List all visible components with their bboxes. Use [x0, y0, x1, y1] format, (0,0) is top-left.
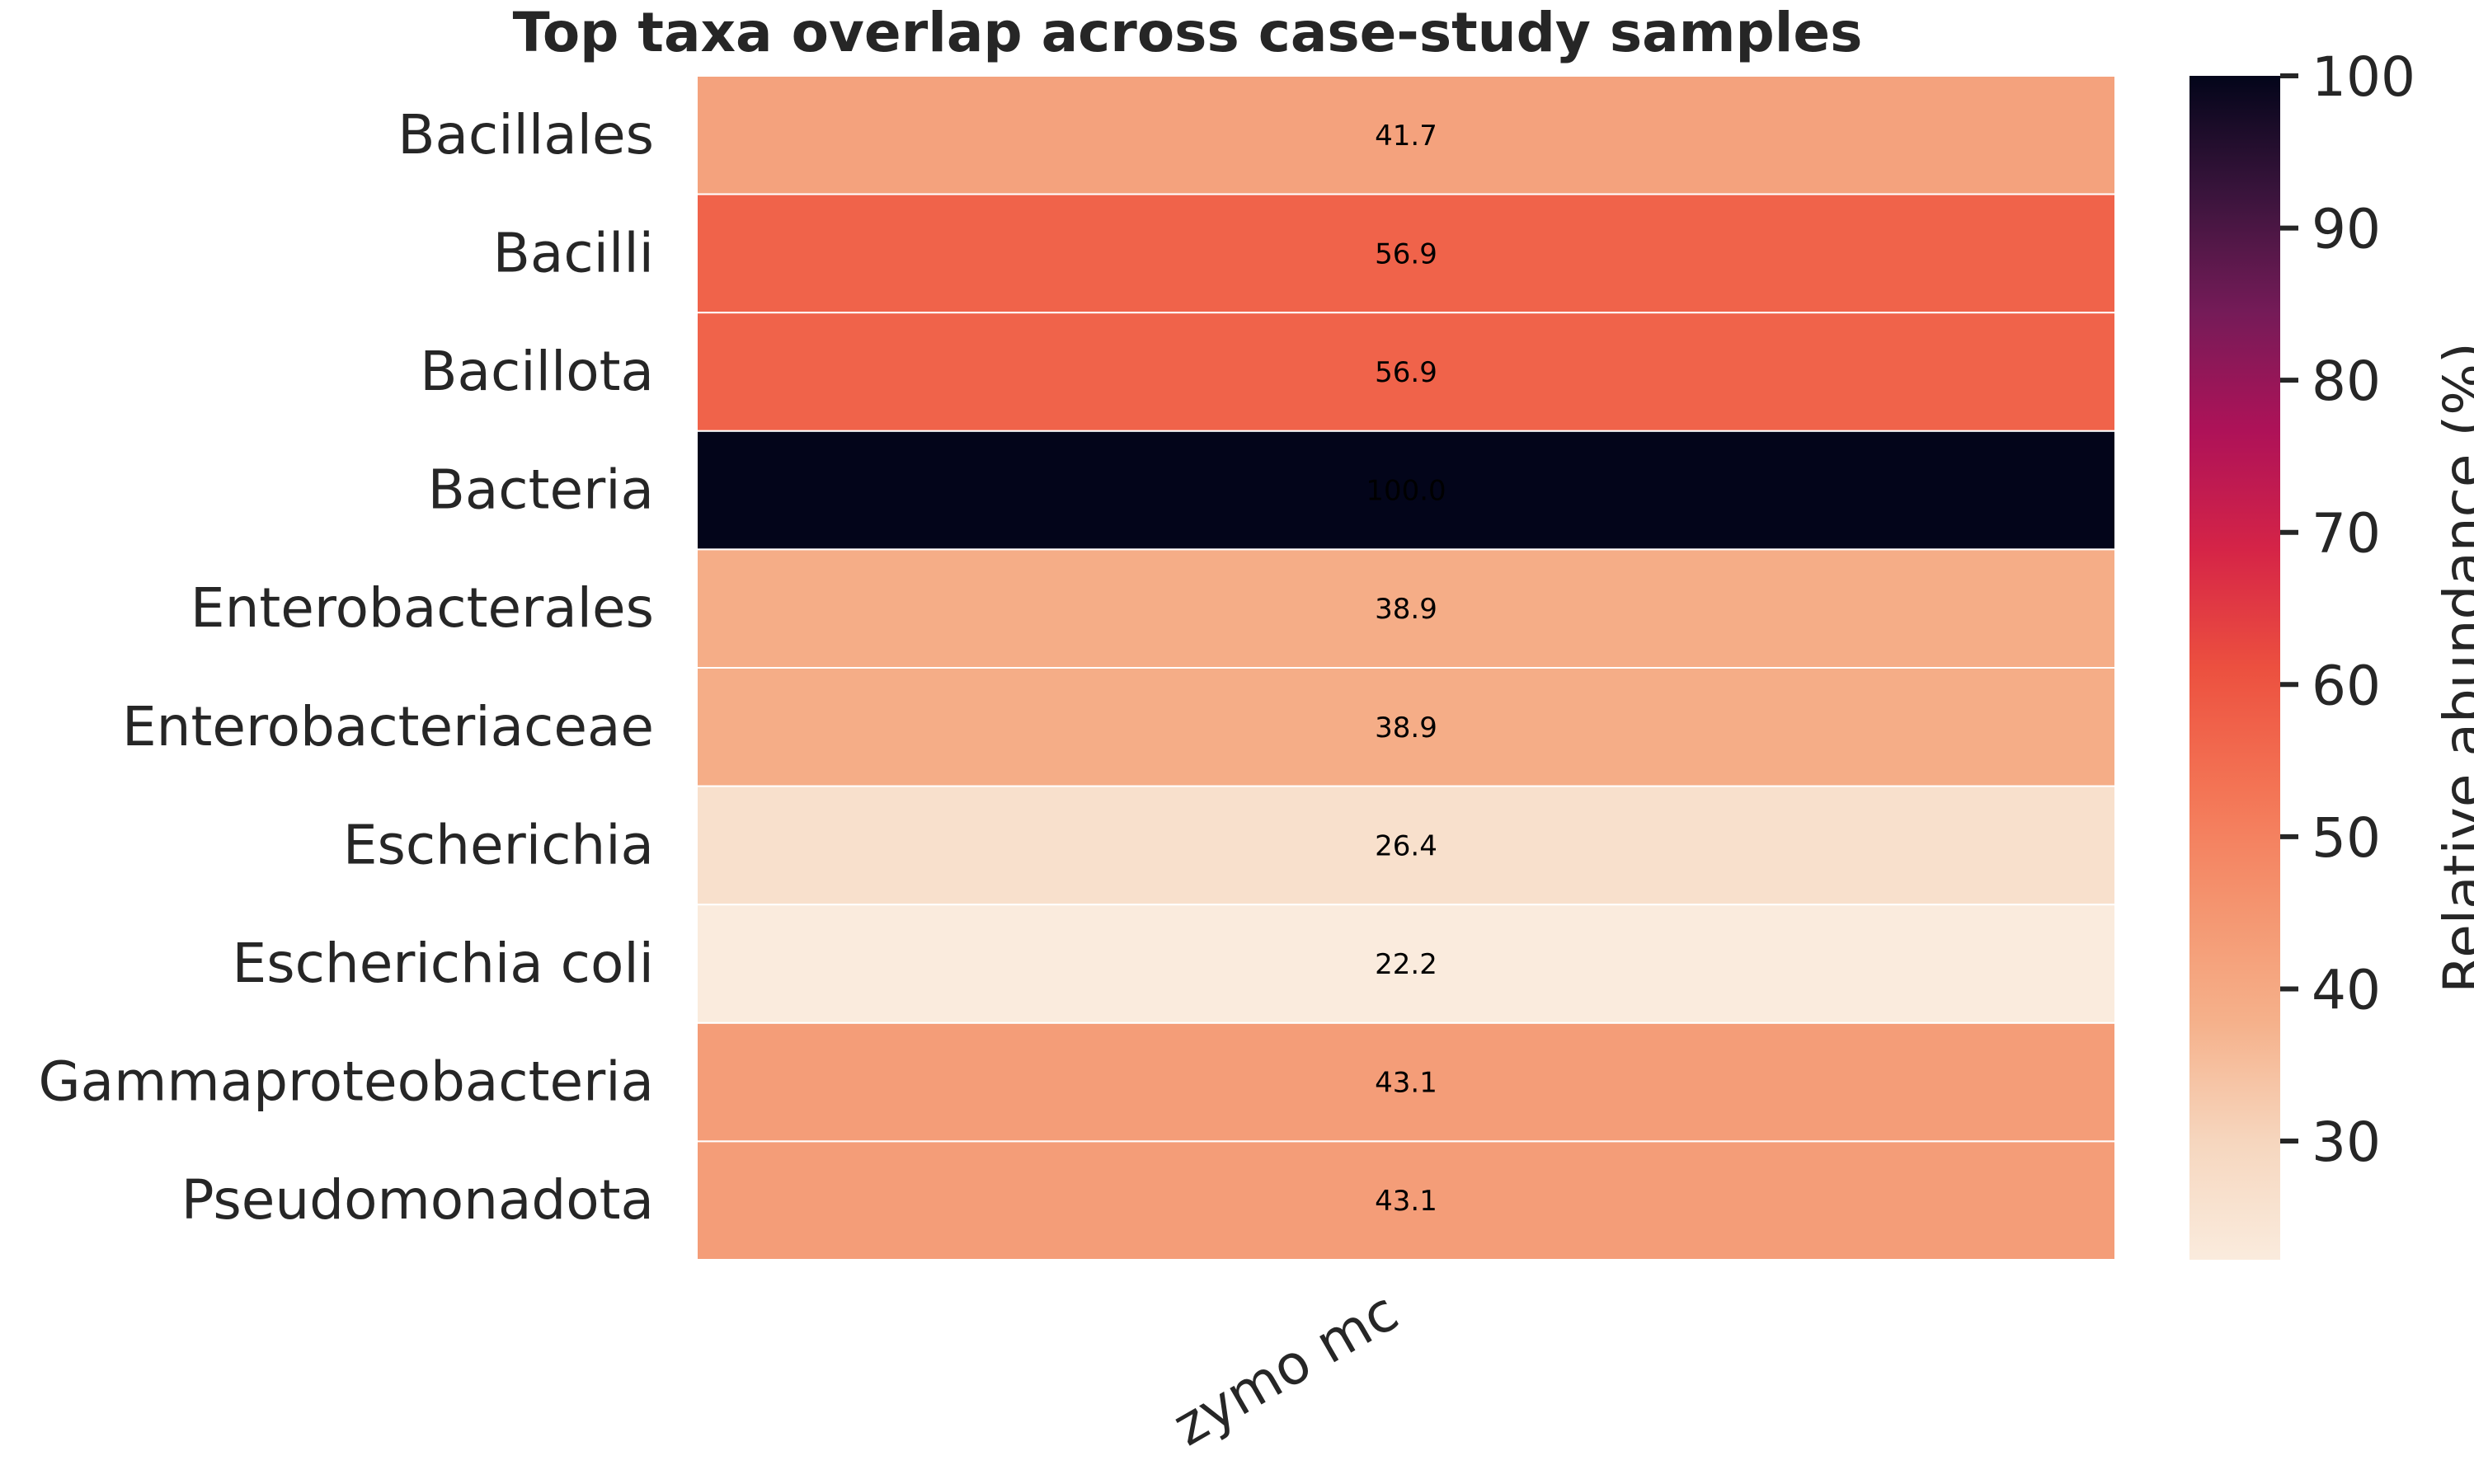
colorbar-label: Relative abundance (%): [2432, 342, 2474, 993]
chart-title: Top taxa overlap across case-study sampl…: [513, 1, 1863, 64]
row-label: Bacillales: [397, 103, 654, 167]
row-label: Bacilli: [493, 221, 654, 284]
row-label: Enterobacterales: [190, 576, 654, 640]
row-label: Escherichia: [343, 813, 654, 876]
colorbar-tick-label: 80: [2312, 350, 2381, 413]
heatmap-cells: 41.7 56.9 56.9 100.0 38.9 38.9 26.4 22.2 43.1 43.…: [696, 75, 2116, 1261]
colorbar-tick-label: 30: [2312, 1111, 2381, 1174]
row-label: Gammaproteobacteria: [39, 1050, 654, 1114]
heatmap-cell: [696, 1140, 2116, 1261]
cell-value-label: 56.9: [1375, 356, 1437, 389]
cell-value-label: 22.2: [1375, 948, 1437, 981]
colorbar-tick-label: 40: [2312, 958, 2381, 1021]
cell-value-label: 38.9: [1375, 593, 1437, 626]
cell-value-label: 38.9: [1375, 711, 1437, 744]
row-label: Bacteria: [428, 458, 654, 522]
cell-value-label: 43.1: [1375, 1067, 1437, 1100]
cell-value-label: 43.1: [1375, 1185, 1437, 1218]
colorbar: [2189, 76, 2280, 1260]
heatmap-cell: [696, 75, 2116, 195]
column-label: zymo mc: [1163, 1280, 1409, 1458]
cell-value-label: 41.7: [1375, 120, 1437, 153]
heatmap-cell: [696, 312, 2116, 432]
row-label: Bacillota: [420, 340, 654, 403]
row-labels: Bacillales Bacilli Bacillota Bacteria Entero…: [39, 103, 654, 1232]
colorbar-tick-label: 100: [2312, 45, 2415, 109]
colorbar-tick-label: 60: [2312, 654, 2381, 717]
colorbar-ticks: 30 40 50 60 70 80 90 100: [2280, 45, 2415, 1174]
heatmap-cell: [696, 193, 2116, 314]
row-label: Enterobacteriaceae: [122, 695, 654, 758]
row-label: Pseudomonadota: [181, 1168, 654, 1232]
cell-value-label: 26.4: [1375, 829, 1437, 862]
heatmap-cell: [696, 667, 2116, 787]
heatmap-cell: [696, 548, 2116, 669]
row-label: Escherichia coli: [233, 932, 655, 995]
colorbar-tick-label: 50: [2312, 806, 2381, 870]
heatmap-cell: [696, 430, 2116, 551]
heatmap-cell: [696, 904, 2116, 1024]
cell-value-label: 56.9: [1375, 237, 1437, 270]
column-labels: zymo mc: [1163, 1280, 1409, 1458]
colorbar-tick-label: 90: [2312, 198, 2381, 261]
colorbar-tick-label: 70: [2312, 502, 2381, 566]
cell-value-label: 100.0: [1366, 475, 1446, 508]
